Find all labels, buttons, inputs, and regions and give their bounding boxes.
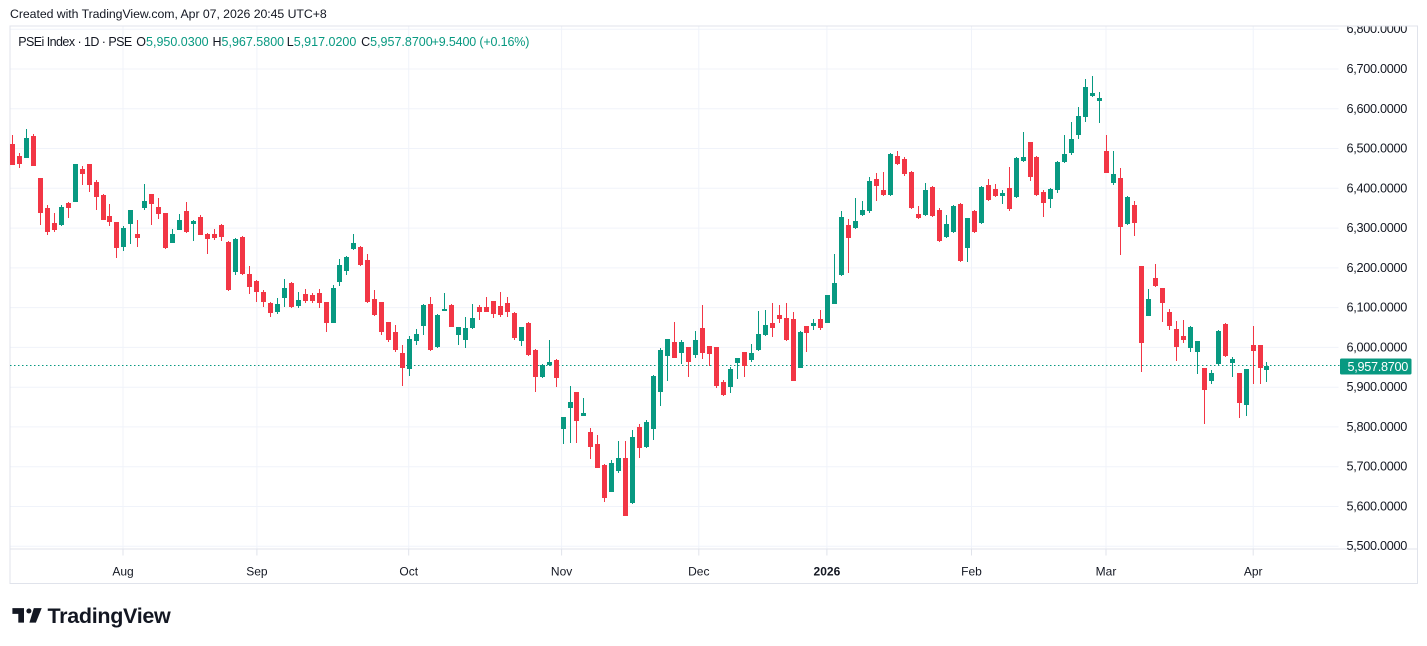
svg-text:5,700.0000: 5,700.0000 — [1347, 460, 1408, 474]
svg-text:Dec: Dec — [688, 564, 709, 578]
svg-text:2026: 2026 — [814, 564, 841, 578]
svg-text:6,700.0000: 6,700.0000 — [1347, 62, 1408, 76]
svg-text:6,600.0000: 6,600.0000 — [1347, 102, 1408, 116]
svg-text:5,957.8700: 5,957.8700 — [1348, 360, 1409, 374]
svg-text:Feb: Feb — [961, 564, 982, 578]
svg-text:Created with TradingView.com,: Created with TradingView.com, Apr 07, 20… — [10, 7, 327, 21]
svg-text:Aug: Aug — [112, 564, 133, 578]
svg-text:Mar: Mar — [1096, 564, 1117, 578]
svg-text:TradingView: TradingView — [48, 604, 172, 628]
svg-text:6,000.0000: 6,000.0000 — [1347, 340, 1408, 354]
svg-text:Oct: Oct — [399, 564, 418, 578]
svg-text:5,600.0000: 5,600.0000 — [1347, 500, 1408, 514]
svg-text:Sep: Sep — [246, 564, 268, 578]
svg-text:6,500.0000: 6,500.0000 — [1347, 142, 1408, 156]
svg-text:6,200.0000: 6,200.0000 — [1347, 261, 1408, 275]
svg-text:5,900.0000: 5,900.0000 — [1347, 380, 1408, 394]
svg-text:6,100.0000: 6,100.0000 — [1347, 301, 1408, 315]
svg-text:Apr: Apr — [1244, 564, 1263, 578]
svg-text:6,300.0000: 6,300.0000 — [1347, 221, 1408, 235]
svg-text:6,400.0000: 6,400.0000 — [1347, 181, 1408, 195]
svg-text:5,500.0000: 5,500.0000 — [1347, 539, 1408, 553]
svg-text:Nov: Nov — [551, 564, 572, 578]
svg-text:5,800.0000: 5,800.0000 — [1347, 420, 1408, 434]
